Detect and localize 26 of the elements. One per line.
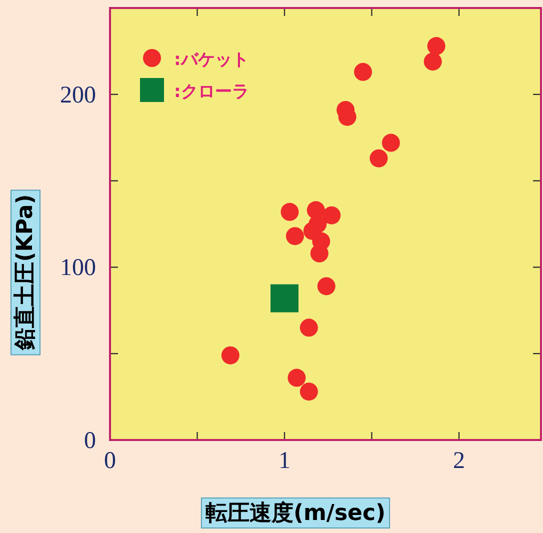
point xyxy=(270,284,298,312)
legend-label: :バケット xyxy=(174,50,249,70)
point xyxy=(300,382,318,401)
point xyxy=(312,232,330,250)
point xyxy=(370,149,388,168)
legend-label: :クローラ xyxy=(174,82,249,102)
x-axis-title: 転圧速度(m/sec) xyxy=(205,500,386,526)
point xyxy=(308,215,327,233)
point xyxy=(300,318,318,337)
x-tick-label: 2 xyxy=(452,448,465,474)
point xyxy=(424,52,442,71)
point xyxy=(221,346,240,364)
x-tick-label: 1 xyxy=(278,448,290,474)
point xyxy=(286,227,304,246)
x-tick-label: 0 xyxy=(104,448,116,474)
point xyxy=(280,202,299,221)
point xyxy=(427,37,446,56)
point xyxy=(288,368,306,387)
y-tick-label: 200 xyxy=(60,82,96,108)
point xyxy=(354,62,372,81)
y-axis-title: 鉛直土圧(KPa) xyxy=(13,194,38,351)
y-tick-label: 0 xyxy=(84,428,96,454)
point xyxy=(322,206,341,224)
point xyxy=(317,277,336,296)
point xyxy=(382,134,400,152)
y-tick-label: 100 xyxy=(60,255,96,282)
